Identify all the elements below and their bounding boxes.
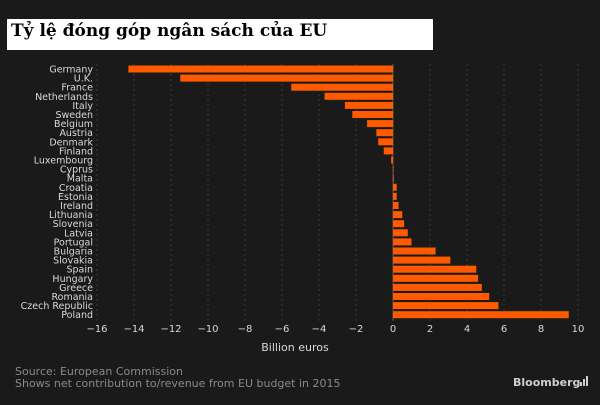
bar-france — [291, 83, 393, 91]
bar-malta — [393, 174, 394, 182]
category-label: Bulgaria — [54, 247, 93, 258]
bar-croatia — [393, 183, 397, 191]
bar-sweden — [352, 111, 393, 118]
x-tick-label: −12 — [160, 324, 181, 335]
category-label: Poland — [61, 310, 93, 321]
category-label: Denmark — [49, 137, 93, 148]
bar-romania — [393, 293, 490, 300]
category-label: U.K. — [74, 74, 93, 85]
x-tick-label: −8 — [238, 324, 253, 335]
x-tick-label: −10 — [197, 324, 218, 335]
x-tick-labels: −16 −14 −12 −10 −8 −6 −4 −2 0 2 4 6 8 10 — [86, 324, 584, 335]
bar-latvia — [393, 229, 408, 237]
category-label: France — [61, 83, 93, 94]
bar-slovenia — [393, 220, 405, 228]
category-label: Belgium — [54, 119, 93, 130]
category-label: Germany — [49, 65, 93, 76]
title-banner: Tỷ lệ đóng góp ngân sách của EU — [7, 19, 433, 50]
category-label: Slovakia — [53, 256, 93, 267]
category-label: Croatia — [59, 183, 93, 194]
footnote: Shows net contribution to/revenue from E… — [15, 377, 341, 390]
category-label: Malta — [67, 174, 93, 185]
category-label: Lithuania — [49, 210, 93, 221]
bar-slovakia — [393, 256, 451, 264]
category-label: Romania — [51, 292, 93, 303]
bar-greece — [393, 283, 482, 291]
bar-austria — [376, 129, 393, 137]
bar-hungary — [393, 274, 479, 282]
category-labels: GermanyU.K.FranceNetherlandsItalySwedenB… — [21, 65, 94, 322]
bars — [128, 65, 569, 319]
bar-netherlands — [324, 92, 393, 100]
bar-lithuania — [393, 211, 403, 219]
bar-poland — [393, 311, 569, 319]
bar-luxembourg — [391, 156, 393, 164]
x-tick-label: 10 — [572, 324, 585, 335]
x-tick-label: 8 — [538, 324, 544, 335]
grid-lines — [96, 64, 579, 321]
category-label: Greece — [59, 283, 93, 294]
bar-u-k- — [180, 74, 393, 82]
x-tick-label: 4 — [464, 324, 470, 335]
x-tick-label: −16 — [86, 324, 107, 335]
bar-finland — [383, 147, 393, 155]
source-note: Source: European Commission — [15, 365, 183, 378]
category-label: Austria — [59, 128, 93, 139]
x-axis-label: Billion euros — [261, 341, 329, 354]
bar-germany — [128, 65, 393, 73]
bar-estonia — [393, 192, 397, 200]
x-tick-label: −4 — [312, 324, 327, 335]
bar-czech-republic — [393, 302, 499, 310]
category-label: Estonia — [58, 192, 93, 203]
category-label: Italy — [72, 101, 93, 112]
category-label: Spain — [66, 265, 93, 276]
category-label: Cyprus — [60, 165, 93, 176]
bar-denmark — [378, 138, 393, 146]
x-tick-label: 2 — [427, 324, 433, 335]
chart-title: Tỷ lệ đóng góp ngân sách của EU — [11, 21, 328, 41]
category-label: Sweden — [55, 110, 93, 121]
bar-ireland — [393, 202, 399, 209]
x-tick-label: 0 — [390, 324, 396, 335]
category-label: Czech Republic — [21, 301, 93, 312]
x-tick-label: −14 — [123, 324, 144, 335]
category-label: Latvia — [64, 228, 93, 239]
brand-logo: Bloomberg — [513, 376, 581, 389]
x-tick-label: 6 — [501, 324, 507, 335]
bloomberg-chart-icon — [580, 376, 588, 386]
category-label: Slovenia — [53, 219, 93, 230]
bar-italy — [344, 101, 393, 109]
bar-bulgaria — [393, 247, 436, 255]
bar-belgium — [367, 120, 393, 128]
bar-cyprus — [393, 165, 394, 173]
category-label: Hungary — [52, 274, 93, 285]
category-label: Finland — [59, 146, 93, 157]
category-label: Portugal — [54, 237, 93, 248]
category-label: Netherlands — [35, 92, 93, 103]
category-label: Luxembourg — [34, 156, 93, 167]
x-tick-label: −6 — [275, 324, 290, 335]
bar-spain — [393, 265, 477, 273]
x-tick-label: −2 — [349, 324, 364, 335]
bar-portugal — [393, 238, 412, 246]
category-label: Ireland — [60, 201, 93, 212]
